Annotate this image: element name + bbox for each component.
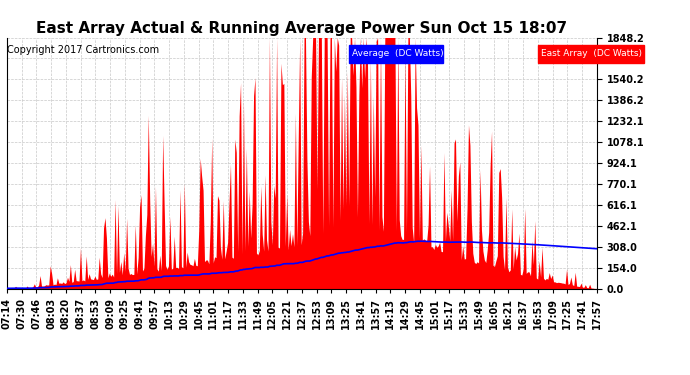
Text: Copyright 2017 Cartronics.com: Copyright 2017 Cartronics.com (8, 45, 159, 55)
Text: Average  (DC Watts): Average (DC Watts) (352, 50, 444, 58)
FancyBboxPatch shape (349, 45, 444, 63)
FancyBboxPatch shape (538, 45, 644, 63)
Title: East Array Actual & Running Average Power Sun Oct 15 18:07: East Array Actual & Running Average Powe… (37, 21, 567, 36)
Text: East Array  (DC Watts): East Array (DC Watts) (541, 50, 642, 58)
